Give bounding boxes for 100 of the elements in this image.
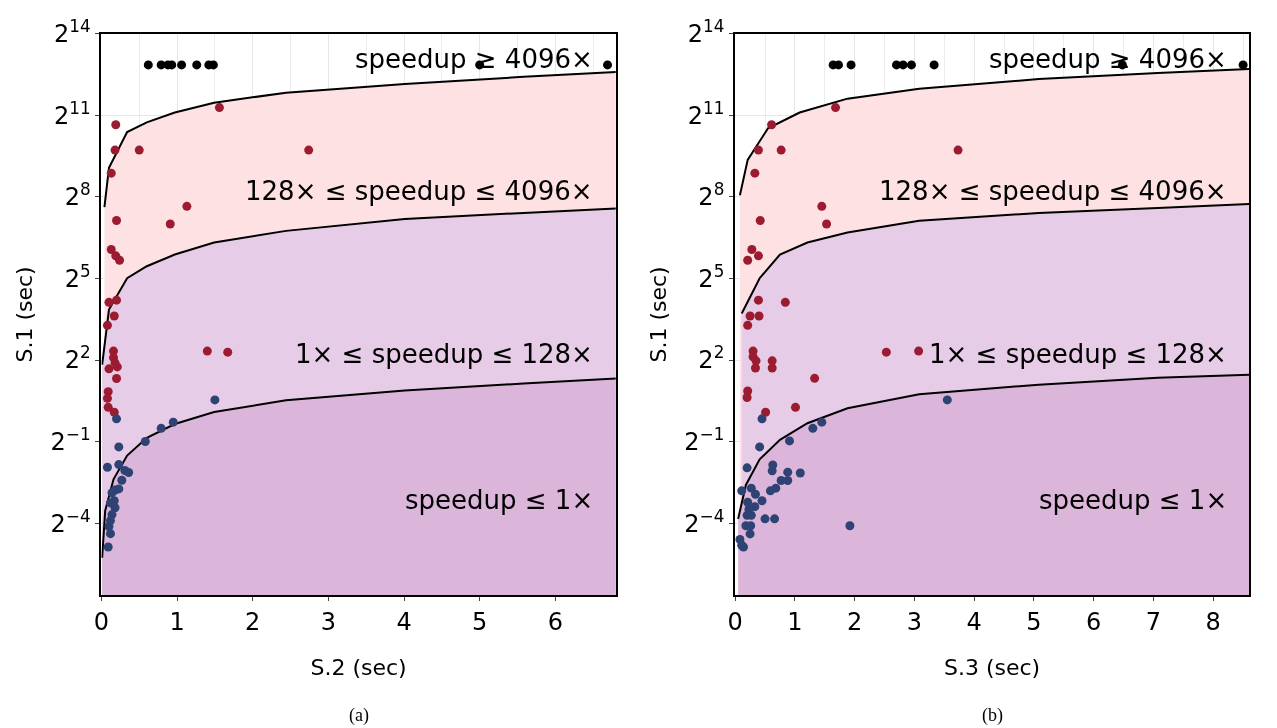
point (742, 393, 752, 403)
point (104, 364, 114, 374)
x-tick-label: 0 (93, 608, 110, 637)
point (114, 460, 124, 470)
x-tick-label: 1 (169, 608, 185, 637)
point (112, 216, 122, 226)
point (767, 356, 777, 366)
y-tick-label: 2$^{2}$ (698, 342, 725, 375)
y-axis-title: S.1 (sec) (645, 266, 671, 363)
point (165, 219, 175, 229)
x-tick-label: 7 (1145, 608, 1162, 637)
x-tick-label: 2 (847, 608, 863, 637)
y-tick-label: 2$^{2}$ (64, 342, 91, 375)
point (210, 395, 220, 405)
point (783, 467, 793, 477)
point (747, 244, 757, 254)
point (817, 417, 827, 427)
point (757, 496, 767, 506)
point (761, 407, 771, 417)
y-tick-label: 2$^{−1}$ (50, 424, 91, 457)
point (110, 145, 120, 155)
point (112, 414, 122, 424)
point (755, 442, 765, 452)
x-tick-label: 8 (1205, 608, 1221, 637)
point (881, 347, 891, 357)
point (102, 393, 112, 403)
point (102, 320, 112, 330)
x-tick-label: 5 (472, 608, 488, 637)
point (214, 103, 224, 113)
point (750, 489, 760, 499)
point (767, 120, 777, 130)
point (140, 436, 150, 446)
y-tick-label: 2$^{14}$ (687, 15, 725, 49)
point (134, 145, 144, 155)
x-tick-label: 6 (1086, 608, 1102, 637)
y-axis-title: S.1 (sec) (11, 266, 37, 363)
point (124, 468, 134, 478)
point (754, 311, 764, 321)
point (791, 402, 800, 412)
point (112, 362, 122, 372)
x-tick-label: 6 (547, 608, 563, 637)
point (953, 145, 963, 155)
point (776, 145, 786, 155)
point (192, 60, 202, 70)
x-tick-label: 4 (966, 608, 982, 637)
point (767, 363, 777, 373)
point (177, 60, 187, 70)
point (304, 145, 314, 155)
point (846, 60, 856, 70)
annotation: speedup ≤ 1× (1039, 485, 1228, 515)
point (112, 295, 122, 305)
point (783, 476, 793, 485)
point (929, 60, 939, 70)
point (112, 374, 122, 384)
point (750, 363, 760, 373)
annotation: 128× ≤ speedup ≤ 4096× (879, 176, 1227, 206)
y-tick-label: 2$^{−4}$ (684, 505, 725, 538)
y-tick-label: 2$^{−4}$ (50, 505, 91, 538)
point (168, 417, 178, 427)
annotation: 1× ≤ speedup ≤ 128× (929, 339, 1227, 369)
y-tick-label: 2$^{−1}$ (684, 424, 725, 457)
point (810, 373, 820, 383)
annotation: speedup ≤ 1× (405, 485, 594, 515)
x-tick-label: 5 (1026, 608, 1042, 637)
point (760, 514, 770, 524)
point (117, 475, 127, 485)
point (817, 201, 827, 211)
text: (a) (349, 705, 369, 726)
point (223, 347, 233, 357)
point (771, 483, 781, 493)
y-tick-label: 2$^{8}$ (64, 179, 91, 212)
point (755, 216, 765, 226)
point (103, 542, 113, 552)
x-tick-label: 3 (906, 608, 923, 637)
x-axis-title: S.3 (sec) (944, 655, 1041, 681)
point (102, 462, 112, 472)
y-tick-label: 2$^{8}$ (698, 179, 725, 212)
point (750, 168, 760, 178)
x-tick-label: 3 (320, 608, 336, 637)
point (906, 60, 916, 70)
point (831, 103, 841, 113)
point (753, 251, 763, 261)
y-tick-label: 2$^{14}$ (53, 15, 91, 49)
point (743, 255, 753, 265)
point (914, 346, 924, 356)
y-tick-label: 2$^{11}$ (53, 97, 91, 130)
point (898, 60, 908, 70)
point (109, 311, 119, 321)
point (182, 201, 192, 211)
point (106, 244, 116, 254)
point (780, 297, 790, 307)
x-tick-label: 2 (245, 608, 261, 637)
point (795, 468, 805, 478)
y-tick-label: 2$^{5}$ (698, 260, 725, 293)
annotation: 128× ≤ speedup ≤ 4096× (245, 176, 593, 206)
point (105, 529, 115, 539)
x-tick-label: 4 (396, 608, 412, 637)
y-tick-label: 2$^{11}$ (687, 97, 725, 130)
point (785, 436, 795, 446)
point (103, 402, 113, 412)
